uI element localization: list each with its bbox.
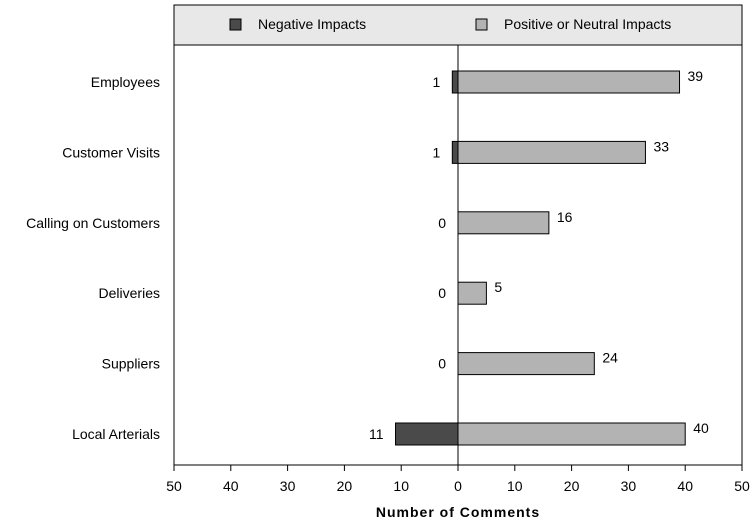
value-label-negative: 1 — [433, 144, 441, 160]
value-label-positive: 5 — [494, 279, 502, 295]
category-label: Suppliers — [102, 356, 160, 372]
legend-box — [173, 4, 743, 46]
legend-label-negative: Negative Impacts — [258, 16, 366, 32]
x-tick-label: 20 — [564, 478, 580, 494]
x-axis-title: Number of Comments — [376, 504, 540, 520]
bar-positive — [457, 140, 646, 164]
legend-label-positive: Positive or Neutral Impacts — [504, 16, 671, 32]
category-label: Calling on Customers — [26, 215, 160, 231]
value-label-positive: 16 — [557, 209, 573, 225]
category-label: Customer Visits — [62, 144, 160, 160]
value-label-positive: 39 — [688, 68, 704, 84]
legend-swatch-positive — [475, 18, 488, 31]
bar-positive — [457, 211, 550, 235]
value-label-negative: 0 — [438, 215, 446, 231]
x-tick-label: 0 — [454, 478, 462, 494]
category-label: Employees — [91, 74, 160, 90]
bar-positive — [457, 352, 595, 376]
bar-positive — [457, 422, 686, 446]
value-label-negative: 0 — [438, 285, 446, 301]
value-label-positive: 24 — [602, 350, 618, 366]
x-tick-label: 50 — [166, 478, 182, 494]
x-axis: 50 40 30 20 10 0 10 20 30 40 50 — [166, 465, 750, 494]
bar-positive — [457, 70, 681, 94]
bars-layer — [395, 70, 686, 446]
bar-negative — [451, 70, 459, 94]
category-label: Local Arterials — [72, 426, 160, 442]
value-label-negative: 0 — [438, 356, 446, 372]
bar-negative — [451, 140, 459, 164]
x-tick-label: 30 — [280, 478, 296, 494]
x-tick-label: 30 — [621, 478, 637, 494]
value-label-negative: 11 — [369, 426, 384, 442]
x-tick-label: 10 — [393, 478, 409, 494]
bar-positive — [457, 281, 487, 305]
legend-swatch-negative — [229, 18, 242, 31]
x-tick-label: 50 — [734, 478, 750, 494]
x-tick-label: 40 — [677, 478, 693, 494]
labels-layer: Employees 1 39 Customer Visits 1 33 Calling on… — [26, 68, 709, 442]
category-label: Deliveries — [99, 285, 160, 301]
value-label-positive: 40 — [693, 420, 709, 436]
bar-negative — [395, 422, 459, 446]
value-label-positive: 33 — [653, 138, 669, 154]
value-label-negative: 1 — [433, 74, 441, 90]
x-tick-label: 20 — [337, 478, 353, 494]
x-tick-label: 40 — [223, 478, 239, 494]
x-tick-label: 10 — [507, 478, 523, 494]
